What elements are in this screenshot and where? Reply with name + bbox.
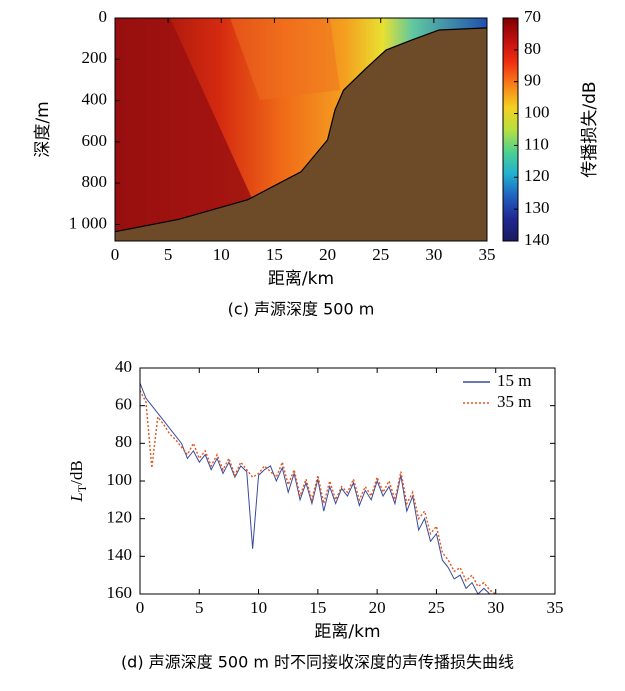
y-label-symbol: L (67, 492, 86, 502)
colorbar-tick-label: 70 (524, 7, 541, 26)
x-tick-label: 15 (309, 598, 326, 617)
y-tick-label: 60 (115, 395, 132, 414)
colorbar-tick-label: 80 (524, 39, 541, 58)
y-axis-label: 深度/m (33, 101, 53, 157)
convergence-zone (230, 18, 340, 100)
legend-label: 15 m (497, 371, 531, 390)
y-label-subscript: T (75, 484, 89, 492)
y-tick-label: 1 000 (69, 213, 107, 232)
colorbar-label: 传播损失/dB (580, 81, 600, 177)
caption: (d) 声源深度 500 m 时不同接收深度的声传播损失曲线 (121, 653, 514, 672)
x-axis-label: 距离/km (268, 269, 334, 289)
x-tick-label: 30 (425, 245, 442, 264)
x-tick-label: 30 (487, 598, 504, 617)
y-tick-label: 800 (82, 172, 108, 191)
x-tick-label: 20 (369, 598, 386, 617)
y-tick-label: 140 (107, 545, 133, 564)
x-tick-label: 0 (136, 598, 145, 617)
y-tick-label: 80 (115, 432, 132, 451)
series-line (139, 390, 497, 595)
y-axis-label: LT/dB (67, 460, 89, 502)
y-tick-label: 100 (107, 470, 133, 489)
y-tick-label: 120 (107, 508, 133, 527)
y-tick-label: 200 (82, 48, 108, 67)
x-tick-label: 0 (111, 245, 120, 264)
colorbar-tick-label: 140 (524, 230, 550, 249)
x-tick-label: 35 (479, 245, 496, 264)
x-axis-label: 距离/km (314, 622, 380, 642)
colorbar-tick-label: 110 (524, 134, 549, 153)
colorbar-tick-label: 90 (524, 71, 541, 90)
y-label-unit: /dB (67, 460, 86, 485)
x-tick-label: 5 (164, 245, 173, 264)
x-tick-label: 20 (319, 245, 336, 264)
series-line (139, 382, 496, 595)
plot-frame (114, 17, 488, 242)
x-tick-label: 10 (213, 245, 230, 264)
y-tick-label: 600 (82, 131, 108, 150)
x-tick-label: 15 (266, 245, 283, 264)
y-tick-label: 0 (99, 7, 108, 26)
x-tick-label: 35 (547, 598, 564, 617)
colorbar-tick-label: 130 (524, 198, 550, 217)
y-tick-label: 400 (82, 89, 108, 108)
legend-label: 35 m (497, 392, 531, 411)
colorbar (502, 17, 519, 242)
seabed (115, 27, 487, 241)
x-tick-label: 25 (428, 598, 445, 617)
caption: (c) 声源深度 500 m (228, 300, 375, 319)
shadow-wedge (115, 18, 255, 235)
colorbar-tick-label: 120 (524, 166, 550, 185)
y-tick-label: 40 (115, 357, 132, 376)
y-tick-label: 160 (107, 583, 133, 602)
x-tick-label: 25 (372, 245, 389, 264)
plot-frame (139, 367, 556, 595)
seabed-profile (114, 27, 488, 233)
x-tick-label: 5 (195, 598, 204, 617)
x-tick-label: 10 (250, 598, 267, 617)
colorbar-tick-label: 100 (524, 102, 550, 121)
